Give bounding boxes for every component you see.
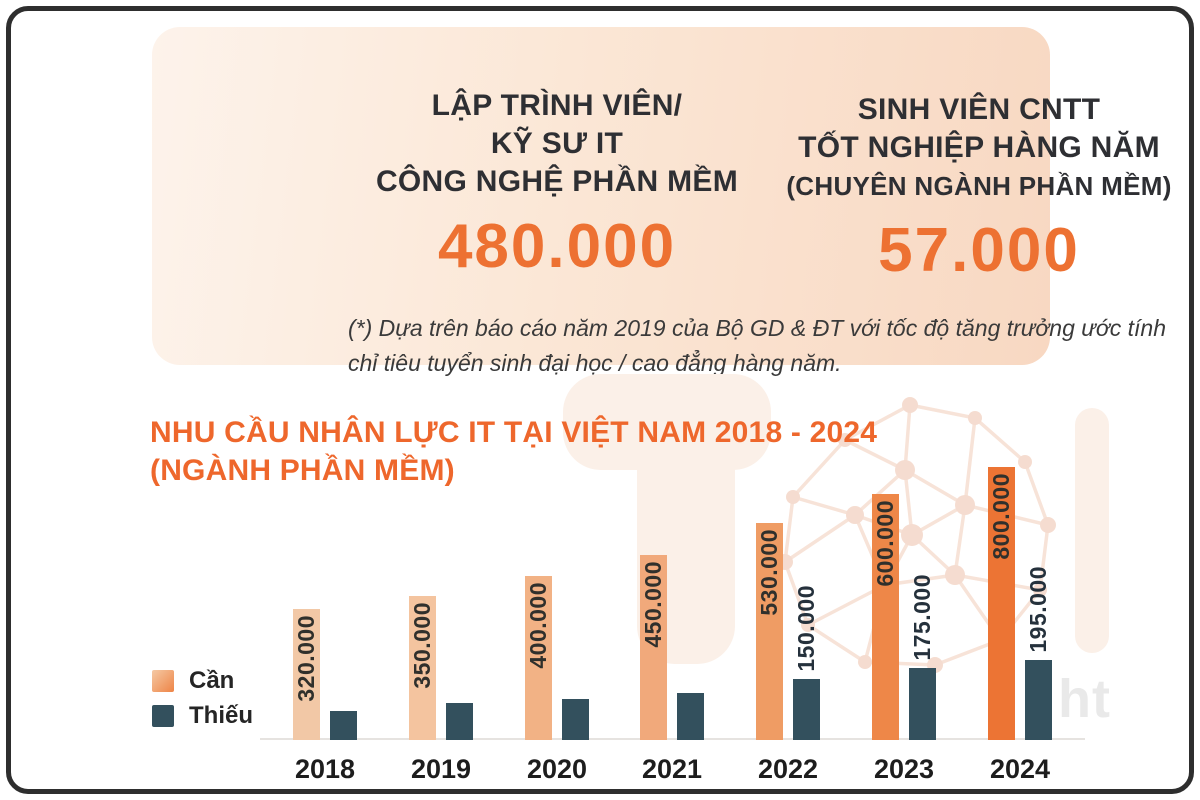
bar-thieu-2019	[446, 703, 473, 740]
x-tick-label-2021: 2021	[641, 754, 703, 784]
bar-thieu-2023: 175.000	[909, 574, 936, 740]
bar-label-box: 400.000	[525, 582, 552, 669]
bar-can-2022: 530.000	[756, 523, 783, 740]
bar-thieu-2020	[562, 699, 589, 740]
x-tick-label-2019: 2019	[410, 754, 472, 784]
x-tick-label-2024: 2024	[989, 754, 1051, 784]
stat-heading-line: LẬP TRÌNH VIÊN/	[431, 89, 683, 122]
bar-can-2024: 800.000	[988, 467, 1015, 740]
stat-developers-heading: LẬP TRÌNH VIÊN/ KỸ SƯ IT CÔNG NGHỆ PHẦN …	[332, 87, 782, 201]
legend-swatch-thieu	[152, 705, 174, 727]
bar-can-2021: 450.000	[640, 555, 667, 740]
bar-value-label: 450.000	[640, 561, 666, 648]
bar-value-label: 600.000	[872, 500, 898, 587]
legend-swatch-can	[152, 670, 174, 692]
stat-heading-line: CÔNG NGHỆ PHẦN MỀM	[375, 165, 739, 198]
bar-thieu-2022: 150.000	[793, 585, 820, 740]
bar-can-2019: 350.000	[409, 596, 436, 740]
bar-value-label: 800.000	[988, 473, 1014, 560]
bar-value-label: 350.000	[409, 602, 435, 689]
bar-can-2018: 320.000	[293, 609, 320, 740]
bar-thieu-2021	[677, 693, 704, 740]
stat-heading-line: TỐT NGHIỆP HÀNG NĂM	[798, 131, 1160, 164]
bar-label-box: 800.000	[988, 473, 1015, 560]
stat-developers-value: 480.000	[437, 212, 677, 281]
stats-panel: LẬP TRÌNH VIÊN/ KỸ SƯ IT CÔNG NGHỆ PHẦN …	[152, 27, 1171, 376]
chart-title: NHU CẦU NHÂN LỰC IT TẠI VIỆT NAM 2018 - …	[150, 414, 970, 490]
bar-value-label: 320.000	[293, 615, 319, 702]
bar-label-box: 195.000	[1025, 566, 1052, 653]
legend-item-can: Cần	[152, 667, 253, 694]
legend-label-thieu: Thiếu	[189, 702, 253, 729]
bar-label-box: 350.000	[409, 602, 436, 689]
bar-value-label: 530.000	[756, 529, 782, 616]
x-tick-label-2022: 2022	[757, 754, 819, 784]
bar-label-box: 150.000	[793, 585, 820, 672]
chart-legend: Cần Thiếu	[152, 667, 253, 740]
bar-thieu-2018	[330, 711, 357, 740]
stat-developers: LẬP TRÌNH VIÊN/ KỸ SƯ IT CÔNG NGHỆ PHẦN …	[332, 87, 782, 282]
stat-graduates: SINH VIÊN CNTT TỐT NGHIỆP HÀNG NĂM (CHUY…	[754, 91, 1200, 286]
bar-value-label: 150.000	[793, 585, 819, 672]
bar-label-box: 320.000	[293, 615, 320, 702]
x-tick-label-2020: 2020	[526, 754, 588, 784]
legend-label-can: Cần	[189, 667, 235, 694]
stat-heading-line: (CHUYÊN NGÀNH PHẦN MỀM)	[786, 171, 1172, 201]
bar-label-box: 600.000	[872, 500, 899, 587]
bar-thieu-2024: 195.000	[1025, 566, 1052, 740]
stat-graduates-value: 57.000	[878, 216, 1080, 285]
bar-can-2020: 400.000	[525, 576, 552, 740]
x-axis-line	[260, 738, 1085, 740]
bar-value-label: 195.000	[1025, 566, 1051, 653]
bar-label-box: 175.000	[909, 574, 936, 661]
x-tick-label-2018: 2018	[294, 754, 356, 784]
bar-label-box: 450.000	[640, 561, 667, 648]
x-tick-label-2023: 2023	[873, 754, 935, 784]
legend-item-thieu: Thiếu	[152, 702, 253, 729]
partial-url-watermark: ht	[1058, 669, 1111, 729]
bar-value-label: 175.000	[909, 574, 935, 661]
footnote: (*) Dựa trên báo cáo năm 2019 của Bộ GD …	[348, 315, 1166, 376]
chart-title-line2: (NGÀNH PHẦN MỀM)	[150, 454, 455, 488]
stat-graduates-heading: SINH VIÊN CNTT TỐT NGHIỆP HÀNG NĂM (CHUY…	[754, 91, 1200, 205]
bar-value-label: 400.000	[525, 582, 551, 669]
chart-title-line1: NHU CẦU NHÂN LỰC IT TẠI VIỆT NAM 2018 - …	[150, 416, 878, 449]
stat-heading-line: KỸ SƯ IT	[490, 127, 624, 160]
stat-heading-line: SINH VIÊN CNTT	[857, 93, 1101, 126]
bar-can-2023: 600.000	[872, 494, 899, 740]
bar-label-box: 530.000	[756, 529, 783, 616]
pill-watermark	[1075, 408, 1109, 653]
